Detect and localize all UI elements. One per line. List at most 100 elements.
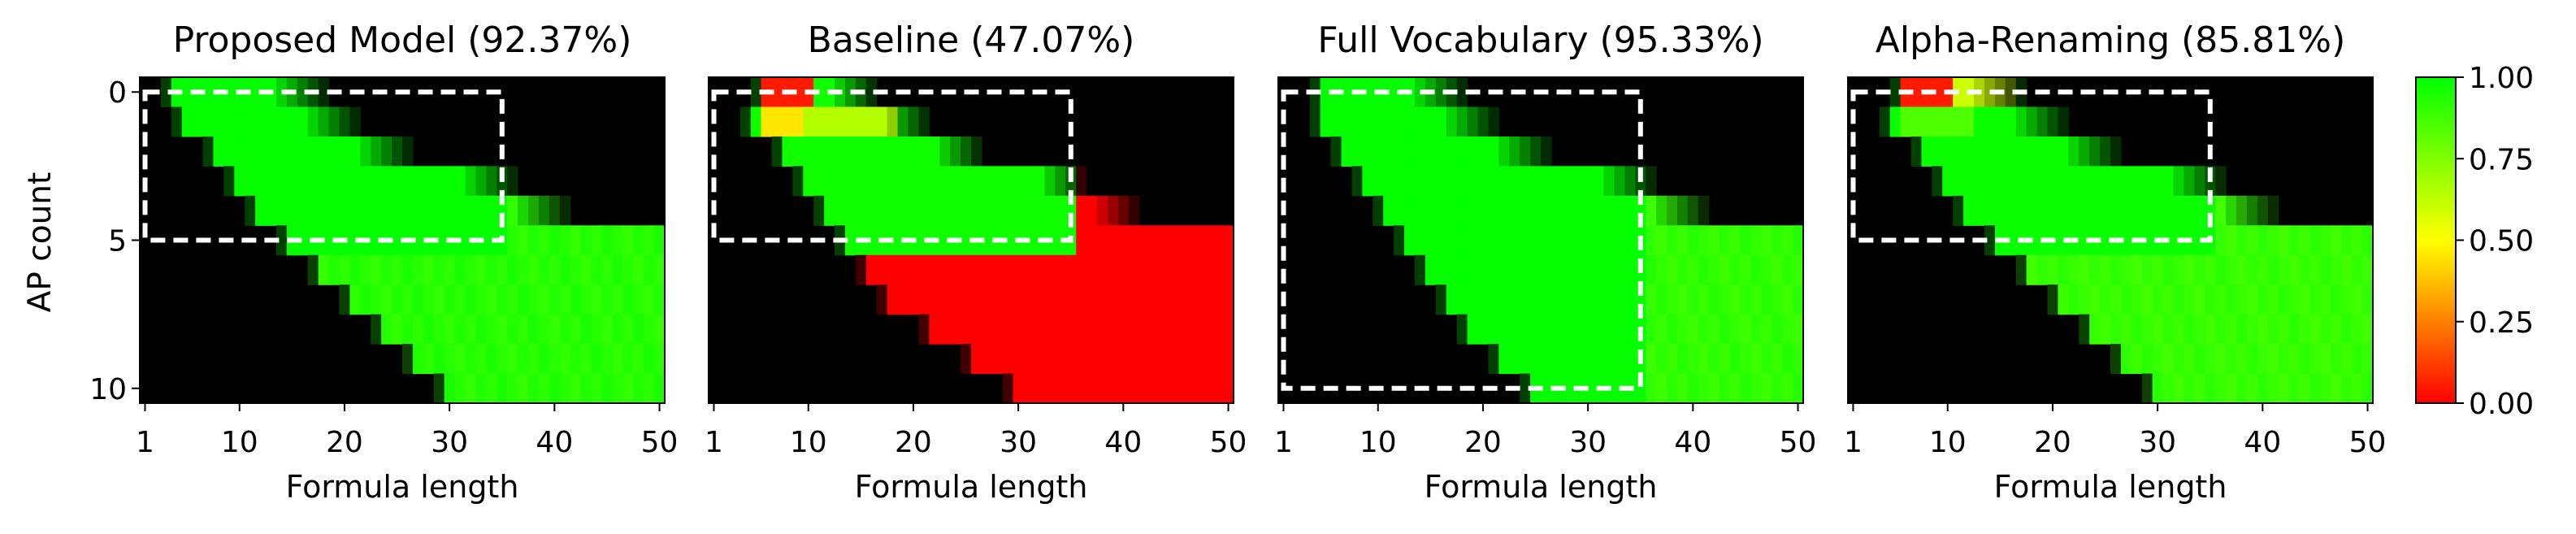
heatmap-cell bbox=[1191, 373, 1203, 404]
heatmap-cell bbox=[1477, 225, 1489, 256]
heatmap-cell bbox=[570, 373, 582, 404]
heatmap-cell bbox=[433, 284, 445, 315]
heatmap-cell bbox=[1550, 344, 1563, 375]
heatmap-cell bbox=[360, 284, 371, 315]
heatmap-cell bbox=[622, 314, 634, 345]
heatmap-cell bbox=[2362, 373, 2374, 404]
heatmap-cell bbox=[876, 284, 888, 315]
heatmap-cell bbox=[297, 166, 309, 197]
heatmap-cell bbox=[1128, 195, 1140, 226]
heatmap-cell bbox=[1341, 77, 1353, 108]
heatmap-cell bbox=[538, 195, 550, 226]
heatmap-cell bbox=[255, 195, 267, 226]
heatmap-cell bbox=[2362, 254, 2374, 285]
heatmap-cell bbox=[633, 344, 644, 375]
heatmap-cell bbox=[2079, 166, 2090, 197]
heatmap-cell bbox=[486, 166, 497, 197]
heatmap-cell bbox=[266, 166, 277, 197]
heatmap-cell bbox=[1351, 106, 1363, 137]
heatmap-cell bbox=[2267, 284, 2279, 315]
heatmap-cell bbox=[1520, 314, 1531, 345]
heatmap-cell bbox=[908, 284, 919, 315]
heatmap-cell bbox=[1435, 195, 1447, 226]
heatmap-cell bbox=[1456, 314, 1468, 345]
heatmap-cell bbox=[981, 166, 993, 197]
x-tick-label: 20 bbox=[2034, 426, 2071, 459]
heatmap-cell bbox=[444, 344, 456, 375]
heatmap-cell bbox=[1561, 166, 1573, 197]
heatmap-cell bbox=[897, 106, 909, 137]
heatmap-cell bbox=[1212, 314, 1224, 345]
heatmap-cell bbox=[559, 195, 571, 226]
heatmap-cell bbox=[782, 106, 793, 137]
heatmap-cell bbox=[1687, 195, 1699, 226]
heatmap-cell bbox=[918, 225, 930, 256]
heatmap-cell bbox=[1002, 373, 1014, 404]
heatmap-cell bbox=[644, 254, 655, 285]
heatmap-cell bbox=[318, 106, 330, 137]
heatmap-cell bbox=[528, 195, 540, 226]
heatmap-cell bbox=[739, 106, 752, 137]
heatmap-cell bbox=[1076, 254, 1087, 285]
heatmap-cell bbox=[1520, 166, 1531, 197]
heatmap-cell bbox=[1117, 284, 1130, 315]
heatmap-cell bbox=[381, 284, 392, 315]
heatmap-cell bbox=[1044, 314, 1056, 345]
heatmap-cell bbox=[360, 166, 371, 197]
heatmap-cell bbox=[2173, 254, 2185, 285]
heatmap-cell bbox=[1646, 314, 1657, 345]
heatmap-cell bbox=[2362, 314, 2374, 345]
heatmap-cell bbox=[1191, 254, 1203, 285]
heatmap-cell bbox=[1044, 254, 1056, 285]
heatmap-cell bbox=[507, 195, 518, 226]
heatmap-cell bbox=[2089, 136, 2101, 167]
heatmap-cell bbox=[1932, 166, 1943, 197]
x-tick-label: 40 bbox=[536, 426, 573, 459]
heatmap-cell bbox=[855, 195, 867, 226]
heatmap-cell bbox=[1055, 195, 1066, 226]
heatmap-cell bbox=[2068, 254, 2079, 285]
heatmap-cell bbox=[1603, 284, 1615, 315]
heatmap-cell bbox=[1698, 373, 1710, 404]
heatmap-cell bbox=[2226, 373, 2237, 404]
heatmap-cell bbox=[454, 166, 466, 197]
heatmap-cell bbox=[1667, 195, 1678, 226]
heatmap-cell bbox=[1719, 373, 1731, 404]
heatmap-cell bbox=[1138, 373, 1151, 404]
heatmap-cell bbox=[2246, 254, 2258, 285]
heatmap-cell bbox=[991, 166, 1004, 197]
heatmap-cell bbox=[402, 344, 414, 375]
heatmap-cell bbox=[897, 195, 909, 226]
heatmap-cell bbox=[2257, 254, 2269, 285]
heatmap-cell bbox=[1509, 314, 1520, 345]
heatmap-cell bbox=[855, 136, 867, 167]
heatmap-cell bbox=[908, 106, 919, 137]
x-tick-label: 20 bbox=[1464, 426, 1502, 459]
heatmap-cell bbox=[580, 344, 592, 375]
heatmap-cell bbox=[1002, 284, 1014, 315]
heatmap-cell bbox=[412, 254, 424, 285]
heatmap-cell bbox=[423, 314, 435, 345]
heatmap-cell bbox=[1107, 225, 1119, 256]
heatmap-cell bbox=[339, 166, 350, 197]
heatmap-cell bbox=[433, 166, 445, 197]
heatmap-cell bbox=[213, 136, 224, 167]
heatmap-cell bbox=[1698, 254, 1710, 285]
heatmap-cell bbox=[2173, 195, 2185, 226]
heatmap-cell bbox=[1729, 284, 1741, 315]
heatmap-cell bbox=[518, 314, 529, 345]
heatmap-cell bbox=[750, 106, 762, 137]
heatmap-cell bbox=[844, 195, 856, 226]
heatmap-cell bbox=[559, 373, 571, 404]
heatmap-cell bbox=[813, 166, 825, 197]
heatmap-cell bbox=[1138, 225, 1151, 256]
heatmap-cell bbox=[1530, 284, 1542, 315]
heatmap-cell bbox=[897, 136, 909, 167]
heatmap-cell bbox=[1719, 284, 1731, 315]
heatmap-cell bbox=[2215, 373, 2227, 404]
heatmap-cell bbox=[1708, 373, 1720, 404]
heatmap-cell bbox=[486, 373, 497, 404]
heatmap-cell bbox=[412, 284, 424, 315]
heatmap-cell bbox=[961, 225, 972, 256]
heatmap-cell bbox=[381, 314, 392, 345]
